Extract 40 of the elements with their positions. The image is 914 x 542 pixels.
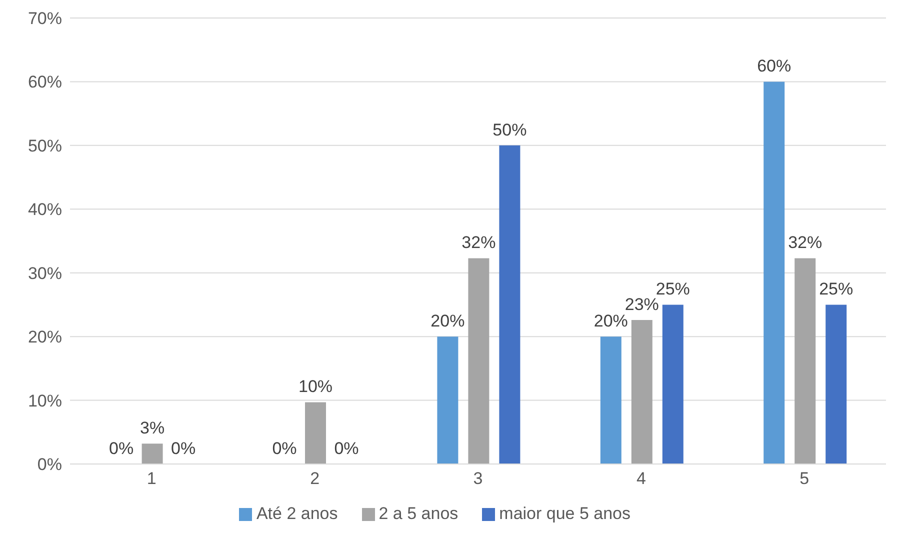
y-tick-label: 70% (28, 9, 62, 28)
data-label: 20% (594, 312, 628, 331)
y-tick-label: 20% (28, 328, 62, 347)
data-label: 3% (140, 418, 165, 438)
bar (662, 304, 684, 464)
data-label: 20% (430, 312, 465, 331)
legend-label: 2 a 5 anos (378, 504, 458, 523)
data-label: 10% (298, 377, 333, 396)
x-tick-label: 1 (146, 469, 156, 488)
bar (142, 444, 163, 464)
bar (468, 258, 490, 464)
data-label: 0% (334, 438, 359, 458)
x-tick-label: 5 (800, 469, 810, 488)
bar (764, 82, 785, 464)
x-tick-label: 2 (310, 469, 320, 488)
data-label: 32% (788, 233, 822, 252)
bar (305, 402, 326, 464)
bar (437, 336, 458, 464)
x-tick-label: 3 (473, 469, 483, 488)
y-tick-label: 10% (28, 391, 62, 410)
data-label: 0% (272, 438, 297, 458)
bar (631, 320, 652, 464)
y-tick-label: 50% (28, 136, 62, 156)
x-tick-label: 4 (636, 469, 646, 488)
bar (794, 258, 816, 464)
legend-label: maior que 5 anos (499, 504, 631, 523)
y-tick-label: 0% (37, 455, 62, 474)
bar (499, 145, 520, 464)
bar (600, 336, 622, 464)
y-tick-label: 40% (28, 200, 62, 220)
data-label: 25% (819, 280, 854, 299)
data-label: 0% (171, 438, 196, 458)
data-label: 60% (757, 56, 792, 76)
y-tick-label: 60% (28, 72, 62, 92)
bar (826, 304, 847, 464)
y-tick-label: 30% (28, 264, 62, 283)
data-label: 50% (492, 120, 527, 140)
legend-label: Até 2 anos (256, 504, 338, 523)
data-label: 32% (462, 233, 496, 252)
data-label: 0% (109, 438, 134, 458)
